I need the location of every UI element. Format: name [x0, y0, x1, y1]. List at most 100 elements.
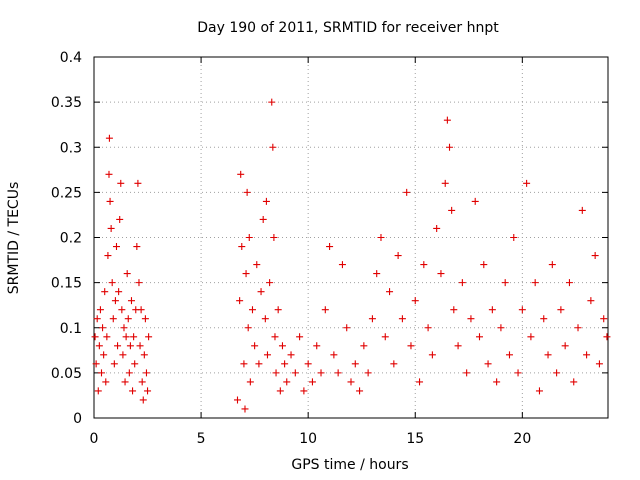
y-tick-labels: 0 0.05 0.1 0.15 0.2 0.25 0.3 0.35 0.4 — [51, 50, 82, 427]
data-point — [326, 243, 334, 251]
data-point — [390, 360, 398, 368]
data-point — [368, 315, 376, 323]
data-point — [287, 351, 295, 359]
y-tick-label: 0 — [73, 411, 82, 427]
data-point — [266, 279, 274, 287]
data-point — [134, 179, 142, 187]
data-point — [233, 396, 241, 404]
data-point — [317, 369, 325, 377]
data-point — [463, 369, 471, 377]
data-point — [108, 279, 116, 287]
data-point — [116, 215, 124, 223]
data-point — [248, 306, 256, 314]
x-tick-label: 20 — [513, 431, 531, 447]
data-point — [133, 243, 141, 251]
data-point — [278, 342, 286, 350]
data-point — [124, 315, 132, 323]
data-points — [91, 98, 611, 413]
data-point — [394, 252, 402, 260]
data-point — [480, 261, 488, 269]
data-point — [106, 197, 114, 205]
data-point — [416, 378, 424, 386]
data-point — [237, 170, 245, 178]
data-point — [100, 351, 108, 359]
chart-title: Day 190 of 2011, SRMTID for receiver hnp… — [197, 20, 499, 36]
data-point — [411, 297, 419, 305]
data-point — [131, 360, 139, 368]
data-point — [136, 342, 144, 350]
y-tick-label: 0.2 — [60, 231, 82, 247]
data-point — [510, 234, 518, 241]
data-point — [583, 351, 591, 359]
y-axis-label: SRMTID / TECUs — [6, 182, 22, 295]
data-point — [518, 306, 526, 314]
data-point — [296, 333, 304, 341]
data-point — [140, 351, 148, 359]
data-point — [467, 315, 475, 323]
data-point — [514, 369, 522, 377]
data-point — [603, 333, 611, 341]
data-point — [103, 333, 111, 341]
y-tick-label: 0.3 — [60, 140, 82, 156]
data-point — [118, 306, 126, 314]
data-point — [97, 369, 105, 377]
data-point — [441, 179, 449, 187]
data-point — [135, 279, 143, 287]
data-point — [574, 324, 582, 332]
data-point — [127, 297, 135, 305]
data-point — [548, 261, 556, 269]
data-point — [570, 378, 578, 386]
y-tick-label: 0.35 — [51, 95, 82, 111]
data-point — [245, 234, 253, 241]
data-point — [244, 324, 252, 332]
data-point — [458, 279, 466, 287]
data-point — [141, 315, 149, 323]
data-point — [271, 333, 279, 341]
data-point — [125, 369, 133, 377]
data-point — [505, 351, 513, 359]
y-tick-label: 0.05 — [51, 366, 82, 382]
data-point — [137, 306, 145, 314]
data-point — [557, 306, 565, 314]
data-point — [591, 252, 599, 260]
data-point — [347, 378, 355, 386]
data-point — [471, 197, 479, 205]
data-point — [269, 143, 277, 151]
data-point — [540, 315, 548, 323]
data-point — [246, 378, 254, 386]
data-point — [92, 360, 100, 368]
data-point — [443, 116, 451, 124]
data-point — [535, 387, 543, 395]
data-point — [99, 324, 107, 332]
y-tick-label: 0.1 — [60, 321, 82, 337]
data-point — [117, 179, 125, 187]
data-point — [105, 134, 113, 142]
data-point — [262, 197, 270, 205]
data-point — [115, 288, 123, 296]
data-point — [111, 297, 119, 305]
data-point — [236, 297, 244, 305]
data-point — [321, 306, 329, 314]
data-point — [257, 288, 265, 296]
data-point — [587, 297, 595, 305]
data-point — [268, 98, 276, 106]
data-point — [313, 342, 321, 350]
data-point — [403, 188, 411, 196]
data-point — [407, 342, 415, 350]
y-tick-label: 0.4 — [60, 50, 82, 66]
data-point — [527, 333, 535, 341]
data-point — [110, 360, 118, 368]
data-point — [122, 333, 130, 341]
y-tick-label: 0.15 — [51, 276, 82, 292]
data-point — [360, 342, 368, 350]
data-point — [283, 378, 291, 386]
data-point — [565, 279, 573, 287]
data-point — [334, 369, 342, 377]
data-point — [126, 342, 134, 350]
x-tick-labels: 0 5 10 15 20 — [90, 431, 532, 447]
data-point — [101, 288, 109, 296]
y-tick-label: 0.25 — [51, 185, 82, 201]
data-point — [304, 360, 312, 368]
x-tick-label: 0 — [90, 431, 99, 447]
